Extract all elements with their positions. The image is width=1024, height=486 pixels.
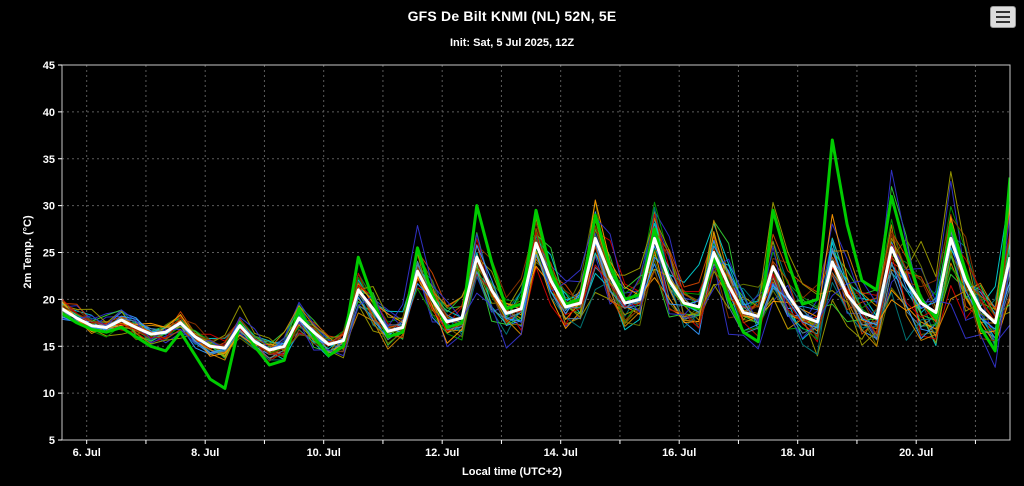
- y-tick-label: 15: [43, 341, 55, 353]
- x-tick-label: 16. Jul: [662, 447, 696, 459]
- x-tick-label: 14. Jul: [544, 447, 578, 459]
- series-line: [62, 199, 1010, 357]
- series-line: [62, 226, 1010, 355]
- y-tick-label: 30: [43, 201, 55, 213]
- menu-line: [996, 11, 1010, 13]
- x-tick-label: 12. Jul: [425, 447, 459, 459]
- series-line: [62, 206, 1010, 361]
- menu-line: [996, 21, 1010, 23]
- x-tick-label: 8. Jul: [191, 447, 219, 459]
- x-axis-title: Local time (UTC+2): [462, 466, 562, 478]
- y-tick-label: 25: [43, 248, 55, 260]
- y-tick-label: 45: [43, 60, 55, 72]
- menu-line: [996, 16, 1010, 18]
- y-tick-label: 5: [49, 435, 55, 447]
- y-tick-label: 10: [43, 388, 55, 400]
- y-tick-label: 35: [43, 154, 55, 166]
- series-line: [62, 138, 1010, 390]
- series-line: [62, 211, 1010, 354]
- chart-subtitle: Init: Sat, 5 Jul 2025, 12Z: [449, 37, 575, 49]
- series-line: [62, 236, 1010, 352]
- x-tick-label: 20. Jul: [899, 447, 933, 459]
- x-tick-label: 18. Jul: [781, 447, 815, 459]
- y-tick-label: 40: [43, 107, 55, 119]
- chart-title: GFS De Bilt KNMI (NL) 52N, 5E: [407, 8, 617, 24]
- x-tick-label: 6. Jul: [73, 447, 101, 459]
- y-tick-label: 20: [43, 294, 55, 306]
- hamburger-menu-icon[interactable]: [990, 6, 1016, 28]
- x-tick-label: 10. Jul: [307, 447, 341, 459]
